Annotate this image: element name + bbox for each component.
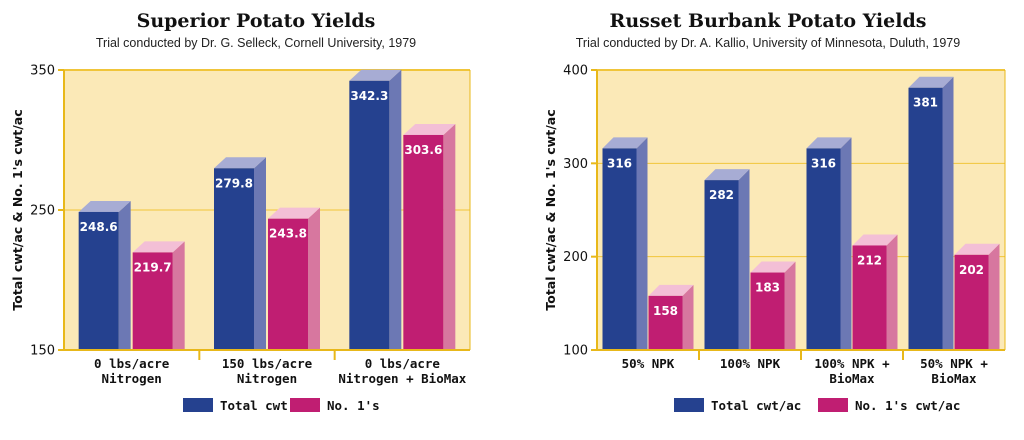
- chart-subtitle: Trial conducted by Dr. G. Selleck, Corne…: [95, 36, 417, 50]
- chart-superior: Superior Potato Yields Trial conducted b…: [10, 10, 471, 413]
- bar-top: [403, 123, 456, 135]
- legend-swatch: [674, 398, 704, 412]
- chart-root: 150 250 350 Total cwt/ac & No. 1's cwt/ac 24…: [10, 64, 471, 413]
- y-tick-label: 100: [563, 344, 588, 359]
- bar-value-label: 243.8: [269, 227, 307, 241]
- bar-side: [389, 69, 402, 349]
- bar: [954, 254, 989, 349]
- bar-value-label: 342.3: [350, 89, 388, 103]
- bar-top: [349, 69, 402, 81]
- bar-top: [954, 243, 1000, 255]
- x-tick-label: 0 lbs/acre: [365, 356, 441, 371]
- bar: [602, 148, 637, 349]
- chart-subtitle: Trial conducted by Dr. A. Kallio, Univer…: [575, 36, 961, 50]
- bar-value-label: 316: [811, 156, 836, 170]
- bar-top: [704, 169, 750, 181]
- bar-value-label: 279.8: [215, 176, 253, 190]
- bar: [704, 180, 739, 349]
- legend-label: Total cwt: [220, 398, 288, 413]
- bar: [132, 252, 173, 349]
- legend-swatch: [183, 398, 213, 412]
- bar-side: [254, 157, 266, 349]
- bar-side: [682, 284, 694, 349]
- chart-russet-svg: 100 200 300 400 Total cwt/ac & No. 1's cwt/a…: [543, 64, 1006, 413]
- bar-side: [738, 169, 750, 349]
- bar-top: [908, 76, 954, 88]
- bar: [852, 245, 887, 349]
- y-axis-label: Total cwt/ac & No. 1's cwt/ac: [543, 109, 558, 310]
- x-tick-label: BioMax: [829, 371, 875, 386]
- bar-side: [172, 241, 185, 349]
- bar-top: [78, 200, 131, 212]
- bar-top: [602, 137, 648, 149]
- bar-side: [308, 207, 320, 349]
- legend-swatch: [290, 398, 320, 412]
- x-tick-label: Nitrogen + BioMax: [338, 371, 466, 386]
- legend-label: No. 1's cwt/ac: [855, 398, 960, 413]
- chart-title: Russet Burbank Potato Yields: [609, 10, 927, 32]
- y-tick-label: 400: [563, 64, 588, 79]
- bar-value-label: 183: [755, 281, 780, 295]
- bar-side: [784, 261, 796, 349]
- bar: [908, 87, 943, 349]
- x-tick-label: 50% NPK: [622, 356, 675, 371]
- bar-side: [118, 200, 131, 349]
- chart-superior-svg: 150 250 350 Total cwt/ac & No. 1's cwt/ac 24…: [10, 64, 471, 413]
- y-axis-label: Total cwt/ac & No. 1's cwt/ac: [10, 109, 25, 310]
- bar-side: [636, 137, 648, 349]
- x-tick-label: BioMax: [931, 371, 977, 386]
- bar: [349, 80, 390, 349]
- bar: [750, 272, 785, 349]
- chart-root: 100 200 300 400 Total cwt/ac & No. 1's cwt/a…: [543, 64, 1006, 413]
- bar-top: [806, 137, 852, 149]
- legend-label: No. 1's: [327, 398, 380, 413]
- x-tick-label: 150 lbs/acre: [222, 356, 313, 371]
- bar: [403, 134, 444, 349]
- bar-top: [750, 261, 796, 273]
- y-tick-label: 150: [30, 344, 55, 359]
- x-tick-label: 0 lbs/acre: [94, 356, 170, 371]
- x-tick-label: 100% NPK: [720, 356, 781, 371]
- legend-label: Total cwt/ac: [711, 398, 801, 413]
- bar-value-label: 158: [653, 304, 678, 318]
- bar-side: [840, 137, 852, 349]
- y-tick-label: 250: [30, 204, 55, 219]
- bar-top: [132, 241, 185, 253]
- bar: [806, 148, 841, 349]
- bar: [214, 168, 254, 349]
- x-tick-label: 100% NPK +: [814, 356, 890, 371]
- bar-value-label: 202: [959, 263, 984, 277]
- bar-value-label: 282: [709, 188, 734, 202]
- legend-swatch: [818, 398, 848, 412]
- bar-side: [942, 76, 954, 349]
- bar: [648, 295, 683, 349]
- bar-value-label: 212: [857, 253, 882, 267]
- bar-side: [443, 123, 456, 350]
- bar-value-label: 303.6: [404, 143, 442, 157]
- bar-top: [648, 284, 694, 296]
- bar-top: [268, 207, 320, 219]
- x-tick-label: Nitrogen: [237, 371, 297, 386]
- x-tick-label: 50% NPK +: [920, 356, 988, 371]
- bar: [268, 218, 308, 349]
- y-tick-label: 300: [563, 157, 588, 172]
- y-tick-label: 200: [563, 250, 588, 265]
- chart-russet: Russet Burbank Potato Yields Trial condu…: [512, 0, 1024, 440]
- y-tick-label: 350: [30, 64, 55, 79]
- bar-value-label: 219.7: [134, 260, 172, 274]
- bar-value-label: 248.6: [80, 220, 118, 234]
- x-tick-label: Nitrogen: [102, 371, 162, 386]
- bar-top: [852, 234, 898, 246]
- chart-title: Superior Potato Yields: [136, 10, 376, 32]
- bar-top: [214, 157, 266, 169]
- bar-value-label: 316: [607, 156, 632, 170]
- bar-side: [988, 243, 1000, 349]
- bar: [78, 211, 119, 349]
- bar-value-label: 381: [913, 96, 938, 110]
- bar-side: [886, 234, 898, 349]
